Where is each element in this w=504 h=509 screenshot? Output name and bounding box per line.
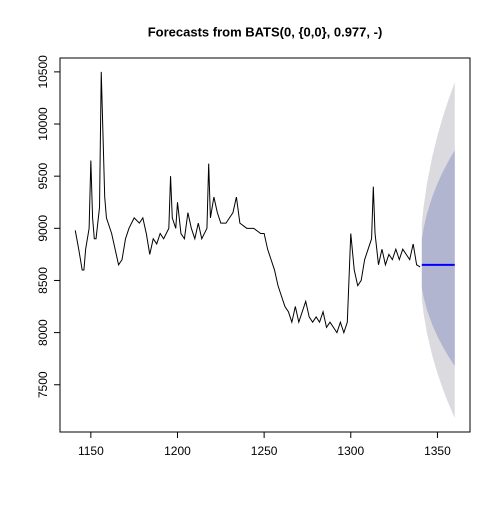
chart-title: Forecasts from BATS(0, {0,0}, 0.977, -) [148,24,383,39]
y-tick-label: 10500 [36,55,50,89]
y-tick-label: 8000 [36,319,50,346]
x-tick-label: 1350 [424,444,451,458]
interval-band [421,150,455,366]
x-tick-label: 1300 [337,444,364,458]
x-tick-label: 1250 [251,444,278,458]
x-tick-label: 1200 [164,444,191,458]
y-tick-label: 8500 [36,267,50,294]
y-tick-label: 9000 [36,215,50,242]
y-tick-label: 9500 [36,162,50,189]
y-tick-label: 10000 [36,107,50,141]
x-tick-label: 1150 [78,444,104,458]
y-tick-label: 7500 [36,371,50,398]
series-line [74,71,421,335]
